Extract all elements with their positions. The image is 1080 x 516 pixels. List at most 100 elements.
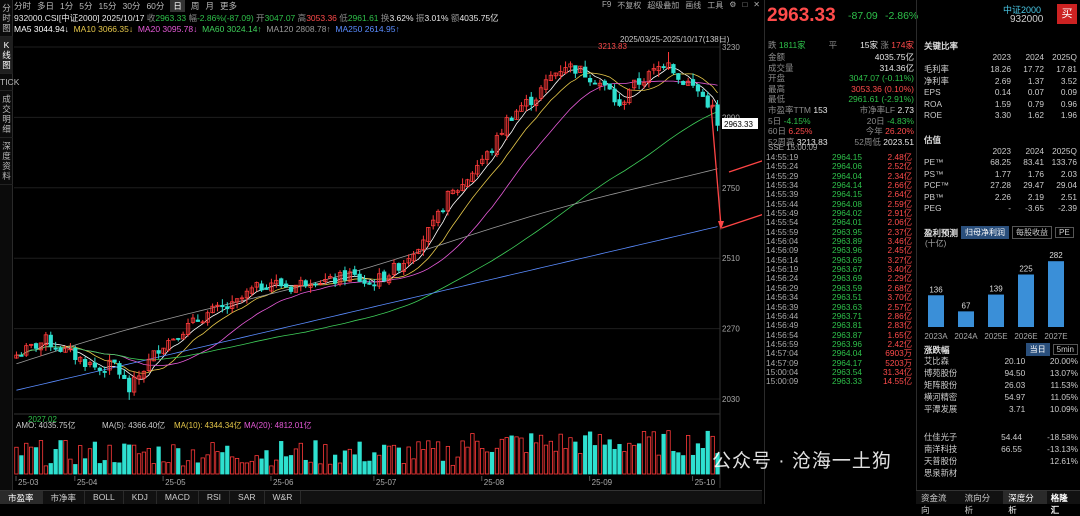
bar-range: -2.86%(-87.09) [196,13,254,23]
tab-wr[interactable]: W&R [265,491,302,504]
period-more[interactable]: 更多 [219,0,237,11]
forecast-netprofit-button[interactable]: 归母净利润 [961,226,1010,239]
annotation-arrow [728,160,762,173]
candle-body [475,164,480,175]
tick-row: 14:55:19 2964.15 2.48亿 [766,152,912,162]
period-day[interactable]: 日 [170,0,185,12]
candle-body [617,99,622,106]
candle-body [333,277,338,284]
close-icon[interactable]: ✕ [753,0,760,9]
tick-row: 14:56:44 2963.71 2.86亿 [766,310,912,321]
tab-rsi[interactable]: RSI [199,491,231,504]
forecast-value-label: 225 [1019,265,1033,274]
volume-bar [715,453,720,475]
candle-body [382,271,387,282]
high-marker: 3213.83 [598,42,627,51]
candle-body [220,305,225,308]
tab-macd[interactable]: MACD [157,491,199,504]
volume-bar [53,449,58,475]
candle-body [318,282,323,285]
tab-pe[interactable]: 市盈率 [0,491,43,504]
candle-body [112,359,117,363]
valuation-table: 2023 2024 2025Q PE™ 68.25 83.41 133.76 PS™ 1.7… [924,145,1077,214]
period-1m[interactable]: 1分 [60,0,74,11]
tab-kline[interactable]: K线图 [0,37,13,74]
period-intraday[interactable]: 分时 [14,0,32,11]
candle-body [127,377,132,393]
tab-trade-detail[interactable]: 成交明细 [0,91,13,138]
candle-body [328,276,333,279]
volume-bar [431,448,436,475]
candle-body [362,279,367,284]
candle-body [298,279,303,286]
period-week[interactable]: 周 [190,0,200,11]
forecast-category-label: 2026E [1014,332,1037,341]
tab-kdj[interactable]: KDJ [124,491,157,504]
tab-intraday[interactable]: 分时图 [0,0,13,37]
forecast-category-label: 2023A [924,332,948,341]
period-month[interactable]: 月 [205,0,214,11]
volume-bar [524,452,529,475]
candle-body [543,79,549,90]
forecast-value-label: 136 [929,285,943,294]
tab-flow-analysis[interactable]: 流向分析 [964,493,991,515]
tab-boll[interactable]: BOLL [85,491,124,504]
tab-pb[interactable]: 市净率 [43,491,86,504]
tab-tick[interactable]: TICK [0,74,19,91]
period-60m[interactable]: 60分 [146,0,165,11]
volume-bar [382,444,387,475]
candle-body [592,82,598,85]
rank-5min-button[interactable]: 5min [1052,344,1078,355]
candle-body [87,362,93,365]
candle-body [651,68,656,71]
tick-row: 14:56:09 2963.96 2.45亿 [766,245,912,256]
kline-chart[interactable]: 2025/03/25-2025/10/17(138日) 3213.83 2027… [14,36,762,500]
candle-body [661,66,666,69]
tab-depth[interactable]: 深度资料 [0,138,13,185]
tab-sar[interactable]: SAR [230,491,265,504]
draw-button[interactable]: 画线 [685,1,702,10]
volume-bar [58,440,63,475]
candle-body [548,74,553,81]
candle-body [460,184,465,192]
period-15m[interactable]: 15分 [98,0,117,11]
ma-line-250 [16,226,718,391]
candle-body [583,66,588,78]
window-icon[interactable]: □ [742,0,748,9]
volume-bar [122,443,127,475]
gainers-table[interactable]: 艾比森 20.10 20.00% 博苑股份 94.50 13.07% 矩阵股份 26.03… [924,355,1078,415]
svg-text:2963.33: 2963.33 [724,120,753,129]
period-5m[interactable]: 5分 [79,0,93,11]
forecast-category-label: 2024A [954,332,978,341]
candle-body [274,279,279,285]
svg-text:MA(10): 4344.34亿: MA(10): 4344.34亿 [174,420,242,430]
tick-row: 14:55:49 2964.02 2.91亿 [766,208,912,219]
f9-button[interactable]: F9 [601,0,612,9]
candle-body [347,271,352,282]
buy-button[interactable]: 买 [1057,4,1077,24]
left-tab-bar: 分时图 K线图 TICK 成交明细 深度资料 [0,0,19,504]
date-axis-label: 25-06 [273,478,294,487]
period-multiday[interactable]: 多日 [37,0,55,11]
rank-today-button[interactable]: 当日 [1025,343,1050,356]
losers-table[interactable]: 仕佳光子 54.44 -18.58% 南洋科技 66.55 -13.13% 天普股份 12… [924,431,1078,479]
candle-body [264,287,269,290]
table-row: 思泉新材 [924,468,958,478]
settings-icon[interactable]: ⚙ [729,0,737,9]
forecast-pe-button[interactable]: PE [1055,227,1074,238]
tab-fund-flow[interactable]: 资金流向 [921,493,947,515]
tab-depth-analysis[interactable]: 深度分析 [1003,491,1047,515]
watermark-text: 公众号 · 沧海一土狗 [712,451,892,472]
volume-bar [695,443,701,475]
tick-list[interactable]: 14:55:19 2964.15 2.48亿 14:55:24 2964.06 2.52亿… [766,152,916,387]
period-30m[interactable]: 30分 [122,0,141,11]
volume-bar [337,462,343,475]
volume-bar [127,444,132,475]
candle-body [102,371,107,373]
adjust-button[interactable]: 不复权 [617,1,642,10]
tools-button[interactable]: 工具 [707,1,724,10]
forecast-eps-button[interactable]: 每股收益 [1012,226,1053,239]
candle-body [435,210,441,223]
candle-body [671,64,676,74]
overlay-button[interactable]: 超级叠加 [647,1,680,10]
